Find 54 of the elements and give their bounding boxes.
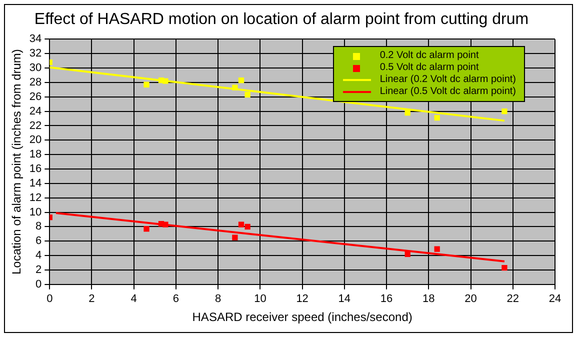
legend-label: Linear (0.5 Volt dc alarm point) — [380, 86, 516, 98]
point — [434, 114, 440, 121]
y-tick-label: 2 — [36, 264, 42, 276]
x-tick-label: 8 — [215, 293, 222, 306]
y-tick-label: 24 — [29, 105, 42, 118]
x-axis-title: HASARD receiver speed (inches/second) — [192, 310, 412, 324]
x-tick-label: 24 — [548, 293, 562, 306]
point — [434, 246, 440, 252]
x-tick-label: 10 — [254, 293, 266, 306]
y-tick-label: 18 — [29, 148, 42, 161]
y-tick-label: 4 — [36, 250, 42, 262]
point — [502, 108, 508, 114]
x-tick-label: 18 — [422, 293, 435, 306]
y-tick-label: 6 — [36, 235, 42, 248]
y-tick-label: 28 — [29, 76, 42, 88]
point — [404, 110, 410, 116]
point — [238, 77, 244, 84]
x-tick-label: 6 — [172, 293, 180, 306]
y-tick-label: 14 — [29, 177, 42, 190]
point — [404, 251, 410, 257]
point — [162, 222, 168, 228]
x-tick-label: 20 — [464, 293, 477, 306]
x-tick-label: 0 — [46, 293, 53, 306]
y-tick-label: 22 — [29, 120, 42, 132]
point — [238, 222, 244, 228]
point — [144, 82, 150, 88]
point — [162, 78, 168, 84]
legend-label: Linear (0.2 Volt dc alarm point) — [380, 74, 516, 86]
point — [502, 264, 508, 271]
x-tick-label: 14 — [338, 293, 351, 306]
y-tick-label: 26 — [29, 90, 42, 103]
y-tick-label: 34 — [29, 33, 42, 46]
x-tick-label: 4 — [130, 293, 137, 306]
x-tick-label: 2 — [88, 293, 95, 306]
y-axis-title: Location of alarm point (inches from drum) — [10, 49, 24, 275]
legend-label: 0.2 Volt dc alarm point — [380, 50, 479, 62]
y-tick-label: 12 — [29, 192, 42, 204]
y-tick-label: 32 — [29, 48, 42, 60]
y-tick-label: 30 — [29, 62, 42, 74]
point — [232, 234, 238, 240]
y-tick-label: 10 — [29, 206, 42, 218]
point — [244, 224, 250, 230]
point — [244, 92, 250, 98]
point — [232, 84, 238, 90]
legend-label: 0.5 Volt dc alarm point — [380, 62, 479, 74]
y-tick-label: 16 — [29, 163, 42, 176]
x-tick-label: 22 — [506, 293, 520, 306]
x-tick-label: 12 — [296, 293, 308, 306]
y-tick-label: 8 — [36, 220, 42, 233]
y-tick-label: 20 — [29, 134, 42, 146]
point — [144, 226, 150, 232]
chart-title: Effect of HASARD motion on location of alarm point from cutting drum — [34, 11, 529, 28]
y-tick-label: 0 — [36, 278, 42, 290]
x-tick-label: 16 — [380, 293, 393, 306]
